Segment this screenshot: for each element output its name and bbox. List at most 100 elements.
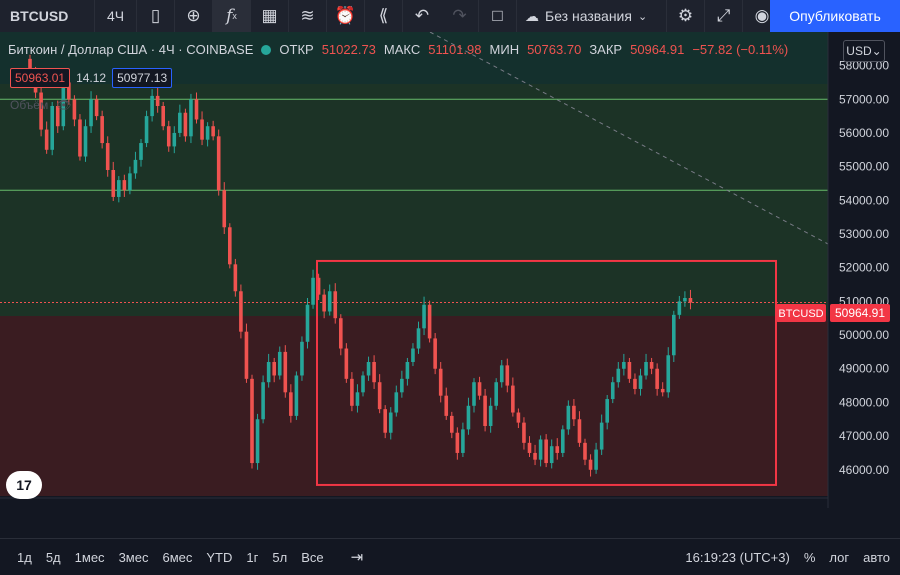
ask-button[interactable]: 50977.13 [112, 68, 173, 88]
candle-body [583, 442, 587, 460]
clock[interactable]: 16:19:23 (UTC+3) [685, 549, 790, 565]
templates-icon[interactable]: ▦ [251, 0, 289, 32]
trend-line-dashed [429, 31, 829, 245]
cloud-icon: ☁ [525, 7, 539, 24]
candle-body [133, 159, 138, 174]
candle-body [239, 291, 243, 332]
candle-body [117, 180, 121, 197]
candle-body [305, 304, 310, 342]
range-button-0[interactable]: 1д [17, 549, 32, 565]
candle-body [277, 351, 282, 376]
volume-row: Объём 👁 [10, 98, 71, 112]
percent-toggle[interactable]: % [803, 549, 816, 565]
candle-body [28, 58, 32, 73]
fullscreen-square-icon[interactable]: □ [479, 0, 517, 32]
candle-body [638, 375, 643, 389]
low-label: МИН [489, 42, 520, 57]
bid-button[interactable]: 50963.01 [10, 68, 71, 88]
candle-body [511, 385, 515, 413]
candle-body [444, 395, 449, 416]
candle-body [50, 106, 54, 150]
goto-date-icon[interactable]: ⇥ [350, 549, 364, 566]
eye-hidden-icon[interactable]: 👁 [56, 98, 72, 112]
layout-name-button[interactable]: ☁ Без названия ⌄ [517, 0, 667, 32]
candle-body [139, 143, 143, 160]
candle-body [683, 298, 687, 302]
interval-button[interactable]: 4Ч [95, 0, 137, 32]
price-tick: 53000.00 [839, 227, 889, 241]
spread-value: 14.12 [76, 71, 107, 85]
change-value: −57.82 (−0.11%) [692, 42, 789, 57]
candle-body [494, 382, 498, 406]
candle-body [183, 112, 188, 137]
range-button-1[interactable]: 5д [45, 549, 61, 565]
chart-canvas[interactable]: 58000.00 57000.00 56000.00 55000.00 54000.00… [0, 31, 900, 529]
expand-icon[interactable]: ⤢ [705, 0, 743, 32]
auto-toggle[interactable]: авто [863, 549, 890, 565]
open-label: ОТКР [279, 42, 314, 57]
range-button-7[interactable]: 5л [272, 549, 288, 565]
currency-select[interactable]: USD ⌄ [843, 40, 885, 62]
price-tick: 50000.00 [839, 328, 889, 342]
alert-clock-icon[interactable]: ⏰ [327, 0, 365, 32]
line-chart-icon[interactable]: ≋ [289, 0, 327, 32]
publish-button[interactable]: Опубликовать [770, 0, 900, 32]
candle-body [472, 382, 476, 406]
candle-body [100, 116, 104, 144]
range-button-3[interactable]: 3мес [118, 549, 149, 565]
red-zone [0, 316, 828, 496]
candle-body [394, 392, 399, 413]
redo-icon[interactable]: ↷ [441, 0, 479, 32]
candle-body [605, 399, 609, 423]
tradingview-logo[interactable]: 17 [6, 471, 42, 499]
candle-body [211, 126, 215, 137]
candle-body [300, 341, 304, 376]
candle-body [688, 298, 693, 303]
candle-body [105, 143, 110, 170]
candle-body [372, 362, 376, 383]
candle-body [94, 99, 99, 117]
candle-body [610, 382, 615, 400]
candle-body [566, 405, 571, 430]
candle-body [44, 129, 49, 150]
symbol-search-button[interactable]: BTCUSD [0, 0, 95, 32]
candle-body [122, 180, 127, 191]
candle-body [450, 415, 454, 433]
range-button-4[interactable]: 6мес [162, 549, 193, 565]
candle-body [411, 348, 415, 362]
compare-plus-icon[interactable]: ⊕ [175, 0, 213, 32]
candle-body [533, 452, 537, 460]
price-tick: 58000.00 [839, 59, 889, 73]
candle-body [361, 375, 365, 393]
log-toggle[interactable]: лог [829, 549, 850, 565]
candle-body [383, 409, 387, 433]
candle-body [544, 439, 548, 464]
candle-body [649, 362, 654, 369]
price-tick: 47000.00 [839, 429, 889, 443]
candle-body [316, 277, 321, 295]
candle-body [405, 362, 410, 379]
range-button-8[interactable]: Все [301, 549, 324, 565]
range-button-6[interactable]: 1г [246, 549, 259, 565]
chart-pane[interactable]: 58000.00 57000.00 56000.00 55000.00 54000.00… [0, 31, 900, 529]
candle-body [355, 392, 360, 406]
price-tick: 55000.00 [839, 160, 889, 174]
replay-icon[interactable]: ⟪ [365, 0, 403, 32]
undo-icon[interactable]: ↶ [414, 6, 430, 25]
candle-body [161, 106, 165, 127]
settings-gear-icon[interactable]: ⚙ [667, 0, 705, 32]
candle-body [250, 378, 254, 464]
candle-body [561, 429, 565, 453]
bid-ask-row: 50963.01 14.12 50977.13 [10, 68, 173, 88]
last-price-text: 50964.91 [835, 306, 885, 320]
candles-icon[interactable]: ▯ [137, 0, 175, 32]
range-button-2[interactable]: 1мес [74, 549, 105, 565]
candle-body [588, 459, 593, 470]
range-button-5[interactable]: YTD [206, 549, 233, 565]
candle-body [416, 328, 421, 349]
candle-body [39, 92, 43, 130]
price-scale [828, 32, 900, 508]
candle-body [78, 119, 82, 157]
camera-icon[interactable]: ◉ [754, 6, 770, 25]
